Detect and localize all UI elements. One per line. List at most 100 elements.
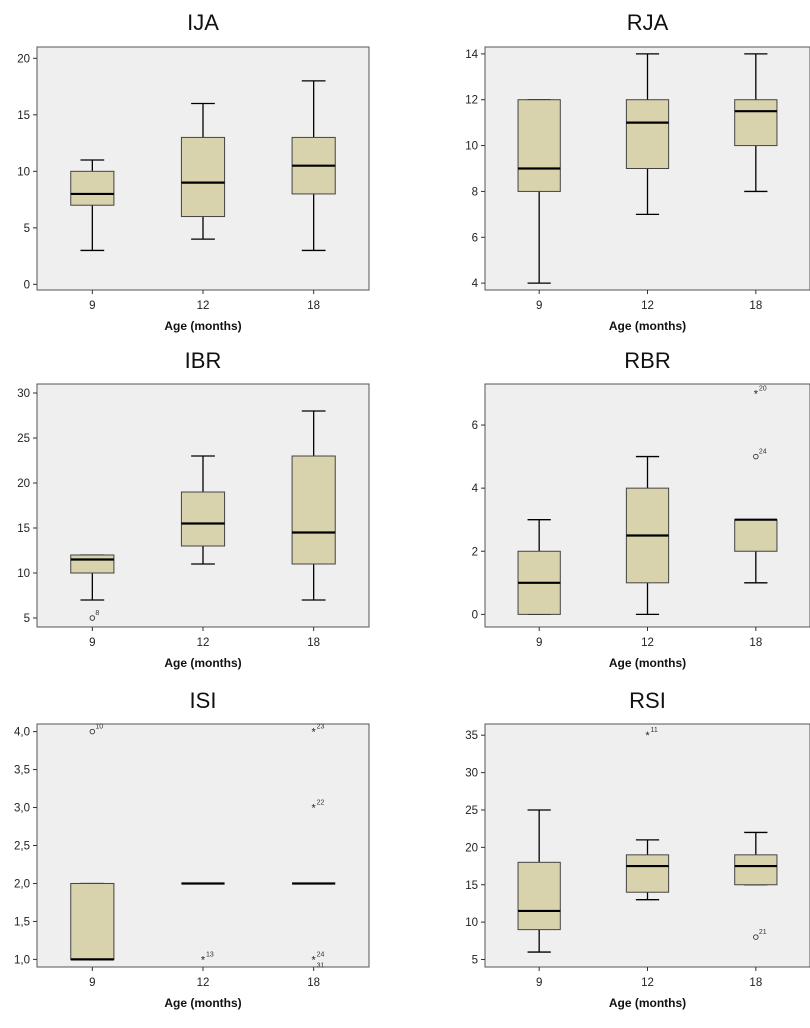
x-tick-label: 18 [749, 637, 762, 649]
y-tick-label: 8 [472, 186, 478, 198]
y-tick-label: 2 [472, 546, 478, 558]
x-axis-label: Age (months) [164, 656, 241, 670]
iqr-box [180, 136, 226, 218]
outlier-star: * [645, 730, 650, 742]
y-tick-label: 20 [17, 478, 30, 490]
y-tick-label: 5 [24, 613, 30, 625]
box-12 [625, 455, 670, 616]
x-tick-label: 9 [89, 977, 95, 989]
y-tick-label: 4,0 [14, 727, 30, 739]
x-tick-label: 9 [536, 977, 542, 989]
box-9 [70, 159, 115, 252]
y-tick-label: 0 [472, 609, 478, 621]
outlier-circle [89, 615, 96, 621]
y-tick-label: 12 [465, 95, 478, 107]
chart-title: ISI [190, 688, 217, 713]
x-tick-label: 12 [197, 977, 210, 989]
outlier-label: 8 [95, 610, 99, 617]
outlier-label: 21 [759, 929, 767, 936]
chart-panel-rja: RJA 4 6 8 10 12 14 9 12 18 Age (months) [465, 10, 810, 333]
outlier-label: 20 [759, 385, 767, 392]
y-tick-label: 0 [24, 279, 30, 291]
box-18 [734, 53, 778, 193]
y-tick-label: 3,5 [14, 765, 30, 777]
iqr-box [734, 854, 778, 886]
y-tick-label: 25 [465, 805, 478, 817]
y-tick-label: 30 [17, 388, 30, 400]
y-tick-label: 15 [17, 110, 30, 122]
y-tick-label: 1,5 [14, 916, 30, 928]
x-tick-label: 18 [307, 977, 320, 989]
x-tick-label: 18 [307, 637, 320, 649]
outlier-label: 22 [317, 800, 325, 807]
iqr-box [517, 861, 561, 931]
y-tick-label: 6 [472, 232, 478, 244]
outlier-label: 24 [759, 449, 767, 456]
outlier-star: * [201, 954, 206, 966]
box-12: * 11 [625, 727, 670, 901]
iqr-box [517, 99, 561, 192]
x-tick-label: 18 [749, 977, 762, 989]
chart-panel-ija: IJA 0 5 10 15 20 9 12 18 Age (months) [17, 10, 370, 333]
box-9: 10 [70, 724, 115, 961]
chart-title: RJA [627, 10, 669, 35]
y-tick-label: 2,0 [14, 878, 30, 890]
chart-title: RSI [629, 688, 666, 713]
y-tick-label: 4 [472, 278, 479, 290]
x-axis-label: Age (months) [609, 319, 686, 333]
chart-panel-ibr: IBR 5 10 15 20 25 30 9 12 18 Age (months) 8 [17, 348, 370, 670]
x-tick-label: 12 [641, 637, 654, 649]
iqr-box [625, 99, 670, 169]
x-tick-label: 12 [197, 300, 210, 312]
chart-title: IJA [187, 10, 219, 35]
y-tick-label: 20 [465, 842, 478, 854]
iqr-box [70, 554, 115, 574]
x-tick-label: 12 [197, 637, 210, 649]
iqr-box [734, 99, 778, 147]
iqr-box [734, 519, 778, 552]
x-tick-label: 9 [89, 300, 95, 312]
box-18: 21 [734, 831, 778, 940]
x-tick-label: 9 [536, 300, 542, 312]
outlier-star: * [312, 803, 317, 815]
box-9: 8 [70, 554, 115, 621]
outlier-label: 10 [95, 724, 103, 731]
y-tick-label: 10 [17, 568, 30, 580]
y-tick-label: 4 [472, 483, 479, 495]
iqr-box [70, 170, 115, 206]
box-18 [291, 80, 336, 252]
y-tick-label: 6 [472, 420, 478, 432]
y-tick-label: 35 [465, 730, 478, 742]
y-tick-label: 3,0 [14, 803, 30, 815]
box-9 [517, 809, 561, 953]
x-tick-label: 12 [641, 977, 654, 989]
outlier-label: 23 [317, 724, 325, 731]
y-tick-label: 10 [17, 166, 30, 178]
x-tick-label: 18 [749, 300, 762, 312]
box-18: 24 * 20 [734, 385, 778, 584]
box-12 [625, 53, 670, 215]
y-tick-label: 5 [472, 955, 478, 967]
chart-title: RBR [624, 348, 670, 373]
y-tick-label: 5 [24, 223, 30, 235]
outlier-circle [753, 934, 759, 940]
outlier-star: * [312, 954, 317, 966]
y-tick-label: 15 [465, 880, 478, 892]
y-tick-label: 25 [17, 433, 30, 445]
outlier-circle [89, 728, 96, 735]
iqr-box [625, 854, 670, 893]
iqr-box [180, 491, 226, 547]
box-9 [517, 99, 561, 284]
y-tick-label: 1,0 [14, 954, 30, 966]
iqr-box [291, 455, 336, 565]
box-9 [517, 519, 561, 616]
x-axis-label: Age (months) [164, 996, 241, 1010]
y-tick-label: 10 [465, 917, 478, 929]
y-tick-label: 14 [465, 49, 478, 61]
x-tick-label: 18 [307, 300, 320, 312]
outlier-label: 13 [206, 951, 214, 958]
